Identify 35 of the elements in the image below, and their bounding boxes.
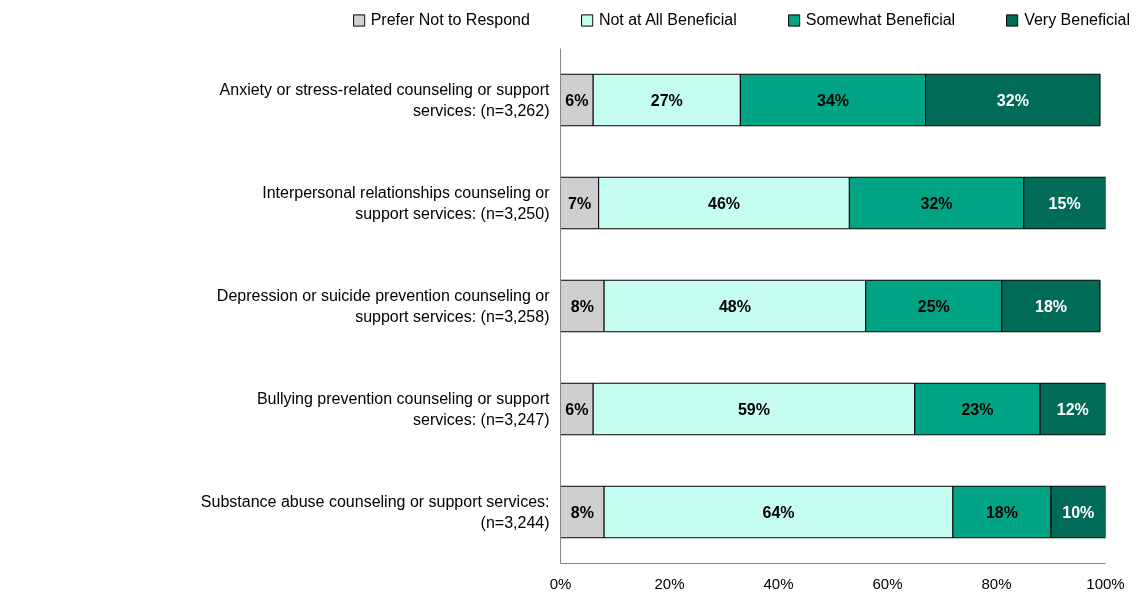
data-label: 32%: [920, 194, 953, 212]
legend-label: Prefer Not to Respond: [370, 11, 530, 29]
data-label: 46%: [707, 194, 741, 212]
legend-label: Very Beneficial: [1024, 11, 1130, 29]
x-tick-label: 60%: [872, 574, 903, 592]
x-tick-label: 40%: [763, 574, 794, 592]
data-label: 27%: [650, 91, 683, 109]
data-label: 64%: [762, 503, 795, 521]
x-tick-label: 20%: [654, 574, 685, 592]
data-label: 18%: [1034, 297, 1068, 315]
data-label: 6%: [565, 91, 589, 109]
data-label: 18%: [985, 503, 1018, 521]
y-tick-label: Depression or suicide prevention counseling or support services: (n=3,258): [216, 287, 551, 325]
y-tick-label: Substance abuse counseling or support services: (n=3,244): [200, 493, 550, 531]
data-label: 7%: [568, 194, 592, 212]
y-tick-label: Bullying prevention counseling or support services: (n=3,247): [256, 390, 551, 428]
data-label: 12%: [1056, 400, 1089, 418]
x-tick-label: 100%: [1086, 574, 1125, 592]
x-tick-label: 0%: [549, 574, 572, 592]
data-label: 6%: [565, 400, 589, 418]
data-label: 8%: [570, 297, 594, 315]
y-tick-label: Interpersonal relationships counseling or support services: (n=3,250): [262, 184, 551, 222]
data-label: 59%: [737, 400, 770, 418]
y-tick-label: Anxiety or stress-related counseling or support services: (n=3,262): [219, 81, 551, 119]
data-label: 8%: [570, 503, 594, 521]
x-tick-label: 80%: [981, 574, 1012, 592]
data-label: 10%: [1062, 503, 1095, 521]
legend-label: Not at All Beneficial: [598, 11, 737, 29]
data-label: 34%: [816, 91, 850, 109]
data-label: 48%: [718, 297, 751, 315]
data-label: 32%: [996, 91, 1029, 109]
data-label: 25%: [917, 297, 950, 315]
legend-label: Somewhat Beneficial: [805, 11, 956, 29]
data-label: 23%: [961, 400, 994, 418]
data-label: 15%: [1048, 194, 1081, 212]
